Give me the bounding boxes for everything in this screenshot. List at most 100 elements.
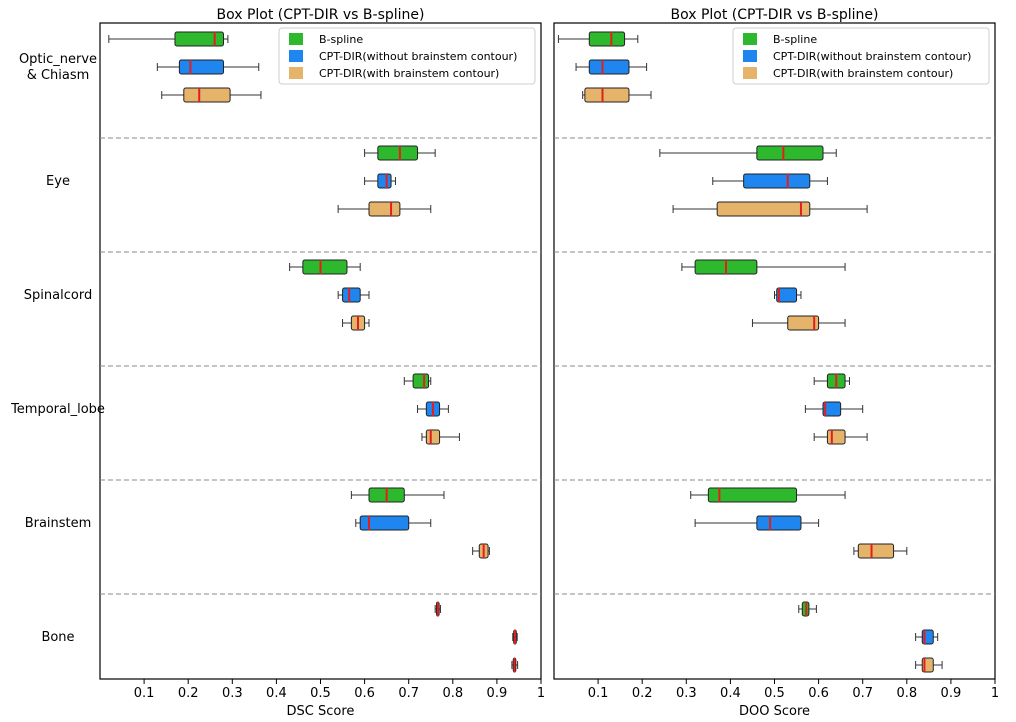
box-without_brainstem [774,287,802,303]
box-without_brainstem [915,629,939,645]
iqr-box [302,259,348,275]
legend: B-spline CPT-DIR(without brainstem contou… [732,27,990,85]
box-with_brainstem [161,87,262,103]
iqr-box [787,315,820,331]
iqr-box [716,201,811,217]
box-with_brainstem [582,87,652,103]
legend-swatch [289,67,303,79]
box-bspline [289,259,361,275]
iqr-box [743,173,811,189]
x-tick-label: 0.7 [398,686,419,701]
legend-swatch [743,50,757,62]
category-label: Temporal_lobe [10,402,105,417]
legend-label: CPT-DIR(without brainstem contour) [773,50,971,63]
iqr-box [412,373,430,389]
legend-swatch [743,33,757,45]
iqr-box [377,173,392,189]
iqr-box [857,543,895,559]
x-tick-label: 0.4 [266,686,287,701]
box-bspline [108,31,229,47]
x-tick-label: 0.3 [222,686,243,701]
box-with_brainstem [421,429,460,445]
legend-swatch [743,67,757,79]
x-tick-label: 0.1 [588,686,609,701]
legend-swatch [289,33,303,45]
box-without_brainstem [694,515,820,531]
legend: B-spline CPT-DIR(without brainstem contou… [278,27,536,85]
box-with_brainstem [915,657,943,673]
iqr-box [756,145,824,161]
legend-label: CPT-DIR(with brainstem contour) [319,67,499,80]
category-label: Spinalcord [24,288,92,303]
legend-label: CPT-DIR(without brainstem contour) [319,50,517,63]
x-tick-label: 0.9 [487,686,508,701]
x-tick-label: 1 [537,686,545,701]
box-without_brainstem [364,173,396,189]
box-with_brainstem [853,543,908,559]
box-with_brainstem [751,315,846,331]
box-bspline [659,145,837,161]
chart-panel-1: Box Plot (CPT-DIR vs B-spline) Optic_nerv… [10,7,545,719]
legend-label: B-spline [319,33,363,46]
x-tick-label: 0.8 [442,686,463,701]
category-label: Bone [41,630,74,645]
x-tick-label: 0.4 [720,686,741,701]
box-bspline [557,31,639,47]
x-axis-label: DOO Score [739,704,810,719]
box-bspline [364,145,436,161]
iqr-box [342,287,361,303]
iqr-box [359,515,410,531]
box-bspline [798,601,817,617]
category-label: & Chiasm [27,68,90,83]
box-without_brainstem [575,59,648,75]
legend-frame [732,27,990,85]
box-without_brainstem [512,629,518,645]
box-with_brainstem [511,657,519,673]
iqr-box [707,487,798,503]
box-without_brainstem [337,287,370,303]
box-with_brainstem [472,543,490,559]
x-tick-label: 0.5 [764,686,785,701]
x-tick-label: 0.1 [134,686,155,701]
box-without_brainstem [355,515,432,531]
iqr-box [425,429,441,445]
iqr-box [377,145,419,161]
box-bspline [403,373,432,389]
chart-panel-2: Box Plot (CPT-DIR vs B-spline) 0.1 0.2 0.3 0… [553,7,999,719]
box-without_brainstem [804,401,864,417]
legend-swatch [289,50,303,62]
box-bspline [813,373,850,389]
x-tick-label: 0.7 [852,686,873,701]
category-label: Eye [46,174,70,189]
iqr-box [584,87,630,103]
x-tick-label: 0.5 [310,686,331,701]
x-tick-label: 0.8 [896,686,917,701]
box-bspline [350,487,445,503]
iqr-box [776,287,798,303]
plot-frame [99,22,542,680]
legend-frame [278,27,536,85]
x-tick-label: 1 [991,686,999,701]
box-with_brainstem [672,201,868,217]
x-tick-label: 0.3 [676,686,697,701]
box-with_brainstem [342,315,370,331]
iqr-box [756,515,802,531]
box-without_brainstem [712,173,828,189]
iqr-box [588,59,630,75]
iqr-box [178,59,224,75]
chart-title: Box Plot (CPT-DIR vs B-spline) [217,7,425,23]
legend-label: CPT-DIR(with brainstem contour) [773,67,953,80]
category-label: Brainstem [25,516,92,531]
legend-label: B-spline [773,33,817,46]
box-bspline [434,601,441,617]
plot-frame [553,22,996,680]
x-tick-label: 0.2 [178,686,199,701]
box-with_brainstem [337,201,432,217]
box-bspline [681,259,846,275]
iqr-box [368,201,401,217]
box-without_brainstem [417,401,449,417]
iqr-box [174,31,224,47]
x-tick-label: 0.6 [354,686,375,701]
box-without_brainstem [156,59,260,75]
